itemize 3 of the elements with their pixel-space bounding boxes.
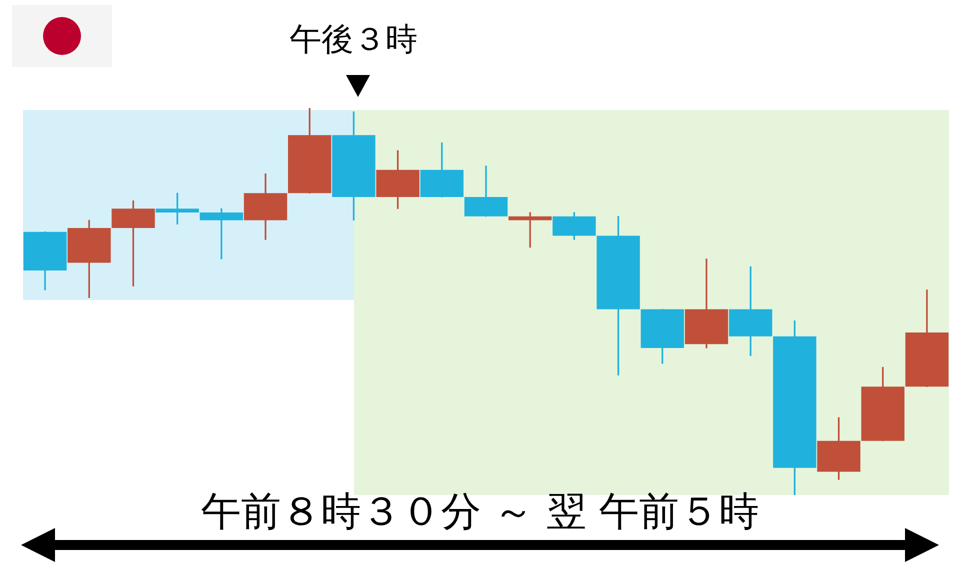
text: 午後３時 <box>288 19 419 60</box>
candlestick <box>200 208 244 260</box>
x-axis-title: 午前８時３０分 ～ 翌 午前５時 <box>200 488 760 537</box>
